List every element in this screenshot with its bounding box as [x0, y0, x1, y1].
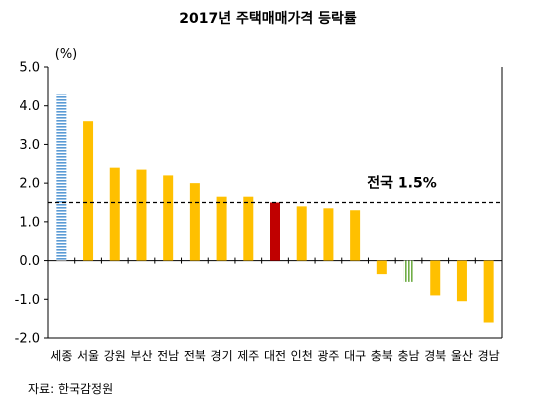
bar-세종	[56, 94, 67, 261]
reference-line-label: 전국 1.5%	[367, 175, 436, 192]
labels-group: 5.0 4.0 3.0 2.0 1.0 0.0 -1.0 -2.0 (%) 세종 서울 강원 부산 전남 전…	[15, 47, 500, 363]
x-category-label: 인천	[291, 348, 313, 363]
x-category-label: 서울	[77, 349, 99, 363]
y-tick-label: -1.0	[15, 293, 40, 308]
bar-제주	[243, 196, 254, 261]
x-category-label: 부산	[130, 349, 152, 363]
x-category-label: 대전	[264, 349, 286, 363]
x-category-label: 충남	[397, 349, 419, 363]
source-note: 자료: 한국감정원	[28, 382, 114, 396]
bar-울산	[456, 260, 467, 302]
y-tick-label: 3.0	[19, 138, 40, 153]
bar-충남	[403, 260, 414, 282]
y-tick-label: 2.0	[19, 177, 40, 192]
y-tick-label: -2.0	[15, 332, 40, 347]
y-unit-label: (%)	[55, 47, 78, 62]
bar-인천	[296, 206, 307, 261]
x-category-label: 세종	[50, 349, 72, 363]
bar-충북	[376, 260, 387, 275]
bar-대전	[270, 202, 280, 261]
bars-group	[56, 94, 494, 323]
x-category-label: 광주	[317, 349, 339, 363]
x-category-label: 충북	[371, 349, 393, 363]
chart-title: 2017년 주택매매가격 등락률	[179, 11, 357, 27]
bar-광주	[323, 208, 334, 261]
y-tick-label: 0.0	[19, 254, 40, 269]
bar-부산	[136, 169, 147, 261]
bar-대구	[350, 210, 361, 261]
y-tick-label: 4.0	[19, 99, 40, 114]
bar-경기	[216, 196, 227, 261]
x-category-label: 울산	[451, 349, 473, 363]
bar-경북	[430, 260, 441, 296]
x-category-label: 전북	[184, 349, 206, 363]
x-category-label: 경북	[424, 349, 446, 363]
bar-강원	[109, 167, 120, 261]
bar-서울	[83, 121, 94, 261]
y-tick-label: 5.0	[19, 61, 40, 76]
bar-전남	[163, 175, 174, 261]
x-category-label: 경남	[478, 349, 500, 363]
y-tick-label: 1.0	[19, 215, 40, 230]
x-category-label: 경기	[211, 349, 233, 363]
x-category-label: 제주	[237, 349, 259, 363]
x-category-label: 강원	[104, 349, 126, 363]
bar-경남	[483, 260, 494, 323]
x-category-label: 전남	[157, 349, 179, 363]
bar-전북	[189, 183, 200, 261]
x-category-label: 대구	[344, 349, 366, 363]
reference-group: 전국 1.5%	[48, 175, 502, 204]
